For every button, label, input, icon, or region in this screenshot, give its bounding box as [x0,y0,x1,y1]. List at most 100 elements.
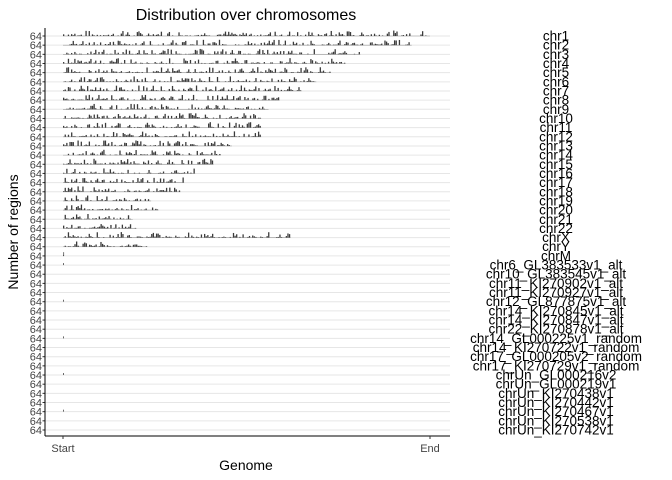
region-bar [287,233,289,238]
region-bar [296,32,299,36]
region-bar [197,237,199,238]
region-bar [177,53,179,55]
region-bar [345,42,348,46]
region-bar [232,34,235,36]
region-bar [271,78,273,82]
region-bar [276,97,278,101]
region-bar [123,99,126,101]
region-bar [80,108,82,110]
y-tick-label: 64 [30,269,42,281]
region-bar [267,43,269,46]
region-bar [236,108,238,110]
region-bar [84,242,86,247]
region-bar [90,51,92,55]
chromosome-row: 64 [30,333,450,345]
region-bar [110,246,112,247]
region-bar [321,44,323,46]
region-bar [209,108,211,110]
region-bar [191,160,193,165]
region-bar [209,136,211,137]
region-bar [125,108,127,110]
region-bar [249,44,251,46]
region-bar [112,61,115,64]
chromosome-labels: chr1chr2chr3chr4chr5chr6chr7chr8chr9chr1… [470,29,642,438]
y-tick-label: 64 [30,278,42,290]
region-bar [250,33,252,36]
region-bar [192,90,194,91]
region-bar [122,132,124,137]
y-tick-label: 64 [30,49,42,61]
region-bar [108,208,110,211]
region-bar [121,172,123,174]
region-bar [124,181,126,183]
chromosome-label: chr14_KI270847v1_alt [488,313,623,328]
region-bar [226,95,228,101]
chart-title: Distribution over chromosomes [136,7,357,24]
region-bar [122,44,124,46]
region-bar [260,79,262,82]
region-bar [202,159,204,165]
region-bar [167,162,169,165]
region-bar [143,86,145,91]
region-bar [212,95,214,101]
region-bar [250,43,253,46]
region-bar [173,89,175,91]
region-bar [346,31,348,36]
region-bar [80,127,83,128]
region-bar [282,81,284,82]
region-bar [268,232,270,238]
region-bar [64,115,66,119]
region-bar [71,172,73,174]
region-bar [77,217,79,220]
region-bar [120,81,122,82]
region-bar [141,79,143,82]
region-bar [334,44,336,46]
region-bar [209,145,211,146]
region-bar [271,42,274,46]
region-bar [110,218,112,220]
region-bar [141,62,143,64]
region-bar [321,35,323,36]
region-bar [66,126,68,128]
region-bar [162,43,164,46]
region-bar [165,187,168,192]
region-bar [223,44,225,46]
chromosome-label: chr9 [543,102,569,117]
region-bar [217,60,219,64]
region-bar [239,69,241,73]
region-bar [207,235,209,238]
region-bar [138,127,141,128]
region-bar [233,53,235,55]
region-bar [259,125,261,128]
region-bar [120,199,122,201]
region-bar [214,141,216,146]
region-bar [153,191,155,192]
region-bar [72,35,74,36]
region-bar [79,117,81,119]
region-bar [188,113,190,119]
region-bar [162,190,165,192]
region-bar [75,43,78,46]
region-bar [96,134,99,137]
region-bar [221,96,224,101]
region-bar [111,53,113,55]
region-bar [150,127,152,128]
region-bar [285,69,288,73]
y-tick-label: 64 [30,260,42,272]
region-bar [104,154,107,156]
region-bar [190,113,192,119]
region-bar [64,187,66,192]
region-bar [164,50,166,55]
region-bar [181,78,183,82]
region-bar [133,190,136,192]
region-bar [135,182,137,183]
region-bar [64,197,66,201]
region-bar [339,40,341,46]
region-bar [265,44,267,46]
region-bar [287,62,290,64]
region-bar [66,163,68,165]
region-bar [104,122,107,128]
region-bar [162,107,164,110]
region-bar [210,81,212,82]
y-tick-label: 64 [30,361,42,373]
